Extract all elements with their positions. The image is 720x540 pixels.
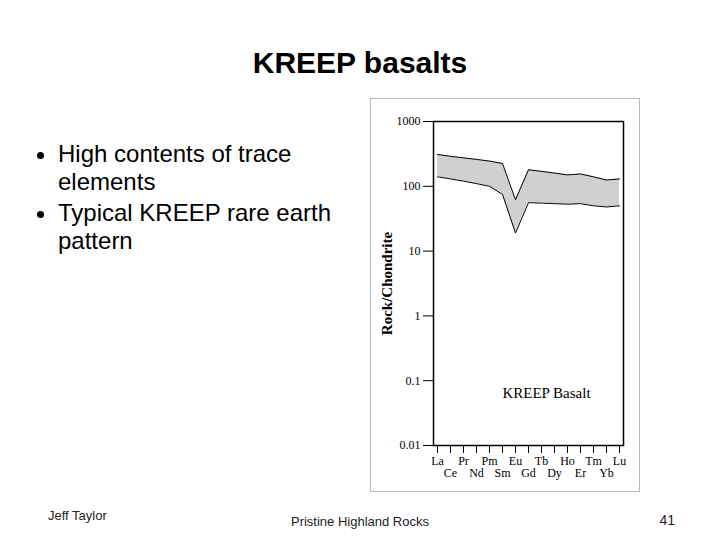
svg-text:0.1: 0.1 bbox=[406, 374, 421, 388]
html-text:41: 41 bbox=[659, 512, 675, 528]
svg-text:Yb: Yb bbox=[599, 466, 614, 480]
svg-text:10: 10 bbox=[409, 244, 421, 258]
svg-text:Sm: Sm bbox=[494, 466, 511, 480]
html-text:High contents of trace element: High contents of trace elements bbox=[58, 140, 292, 195]
svg-text:La: La bbox=[431, 454, 444, 468]
svg-text:Tb: Tb bbox=[535, 454, 548, 468]
svg-text:100: 100 bbox=[403, 179, 421, 193]
html-text:KREEP basalts: KREEP basalts bbox=[252, 46, 468, 79]
svg-text:Ce: Ce bbox=[444, 466, 457, 480]
svg-text:Dy: Dy bbox=[547, 466, 562, 480]
svg-text:Eu: Eu bbox=[509, 454, 522, 468]
svg-text:Lu: Lu bbox=[613, 454, 626, 468]
svg-text:0.01: 0.01 bbox=[400, 438, 421, 452]
svg-text:1000: 1000 bbox=[397, 114, 421, 128]
svg-text:Gd: Gd bbox=[521, 466, 536, 480]
svg-text:Er: Er bbox=[575, 466, 586, 480]
html-text:Typical KREEP rare earth patte: Typical KREEP rare earth pattern bbox=[58, 199, 331, 254]
html-text:Jeff Taylor: Jeff Taylor bbox=[48, 508, 107, 523]
svg-text:Nd: Nd bbox=[469, 466, 484, 480]
html-text:Pristine Highland Rocks: Pristine Highland Rocks bbox=[291, 514, 429, 529]
svg-text:Tm: Tm bbox=[585, 454, 602, 468]
svg-text:Rock/Chondrite: Rock/Chondrite bbox=[379, 231, 395, 335]
svg-text:KREEP Basalt: KREEP Basalt bbox=[502, 385, 591, 401]
svg-text:Pm: Pm bbox=[481, 454, 498, 468]
svg-text:1: 1 bbox=[415, 309, 421, 323]
svg-text:Pr: Pr bbox=[458, 454, 469, 468]
svg-text:Ho: Ho bbox=[560, 454, 575, 468]
